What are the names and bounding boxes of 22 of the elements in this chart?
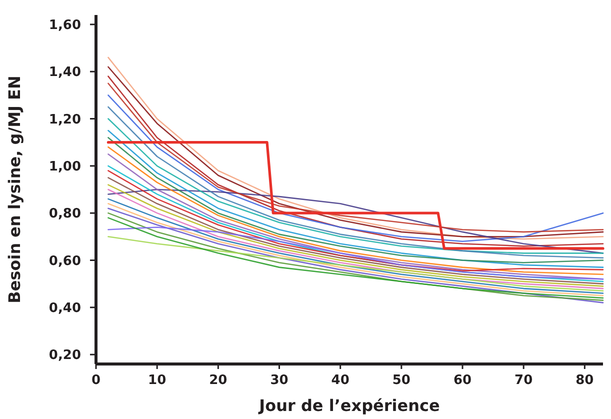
y-tick-label: 0,60 bbox=[48, 254, 81, 269]
line-series bbox=[108, 226, 604, 280]
x-tick-label: 10 bbox=[148, 373, 166, 388]
y-tick-label: 0,20 bbox=[48, 348, 81, 364]
y-tick-label: 1,60 bbox=[48, 18, 81, 33]
x-tick-label: 70 bbox=[514, 373, 533, 388]
x-tick-label: 0 bbox=[91, 373, 101, 388]
y-tick-label: 1,40 bbox=[48, 65, 81, 80]
x-axis-title: Jour de l’expérience bbox=[258, 396, 440, 415]
y-axis-title: Besoin en lysine, g/MJ EN bbox=[5, 76, 24, 304]
y-tick-label: 0,40 bbox=[48, 300, 81, 316]
y-tick-label: 0,80 bbox=[48, 206, 81, 222]
x-tick-label: 30 bbox=[270, 373, 288, 388]
x-tick-label: 40 bbox=[331, 373, 350, 388]
x-tick-label: 50 bbox=[392, 373, 410, 388]
line-series bbox=[108, 188, 604, 254]
y-tick-label: 1,00 bbox=[48, 159, 81, 174]
line-series bbox=[108, 236, 604, 292]
x-tick-label: 60 bbox=[453, 373, 472, 388]
x-tick-label: 20 bbox=[209, 373, 228, 388]
y-tick-label: 1,20 bbox=[48, 112, 81, 128]
x-tick-label: 80 bbox=[576, 373, 594, 388]
